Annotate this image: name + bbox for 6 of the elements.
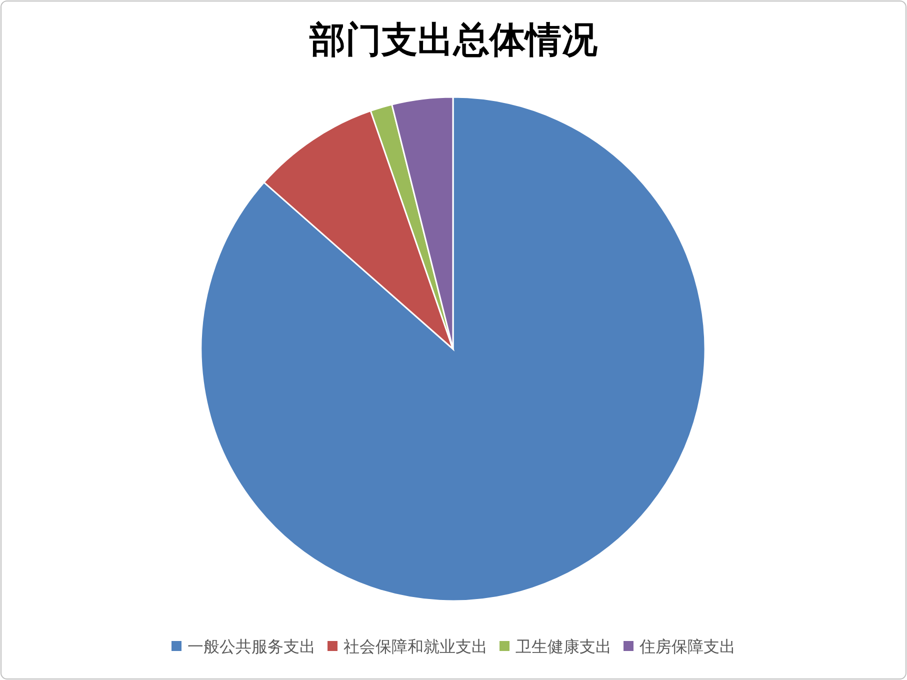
- chart-title: 部门支出总体情况: [308, 19, 598, 61]
- legend-label: 社会保障和就业支出: [344, 637, 488, 656]
- pie-slice: [200, 96, 706, 602]
- legend-label: 卫生健康支出: [516, 637, 612, 656]
- legend-label: 住房保障支出: [638, 637, 736, 656]
- legend-label: 一般公共服务支出: [188, 637, 316, 656]
